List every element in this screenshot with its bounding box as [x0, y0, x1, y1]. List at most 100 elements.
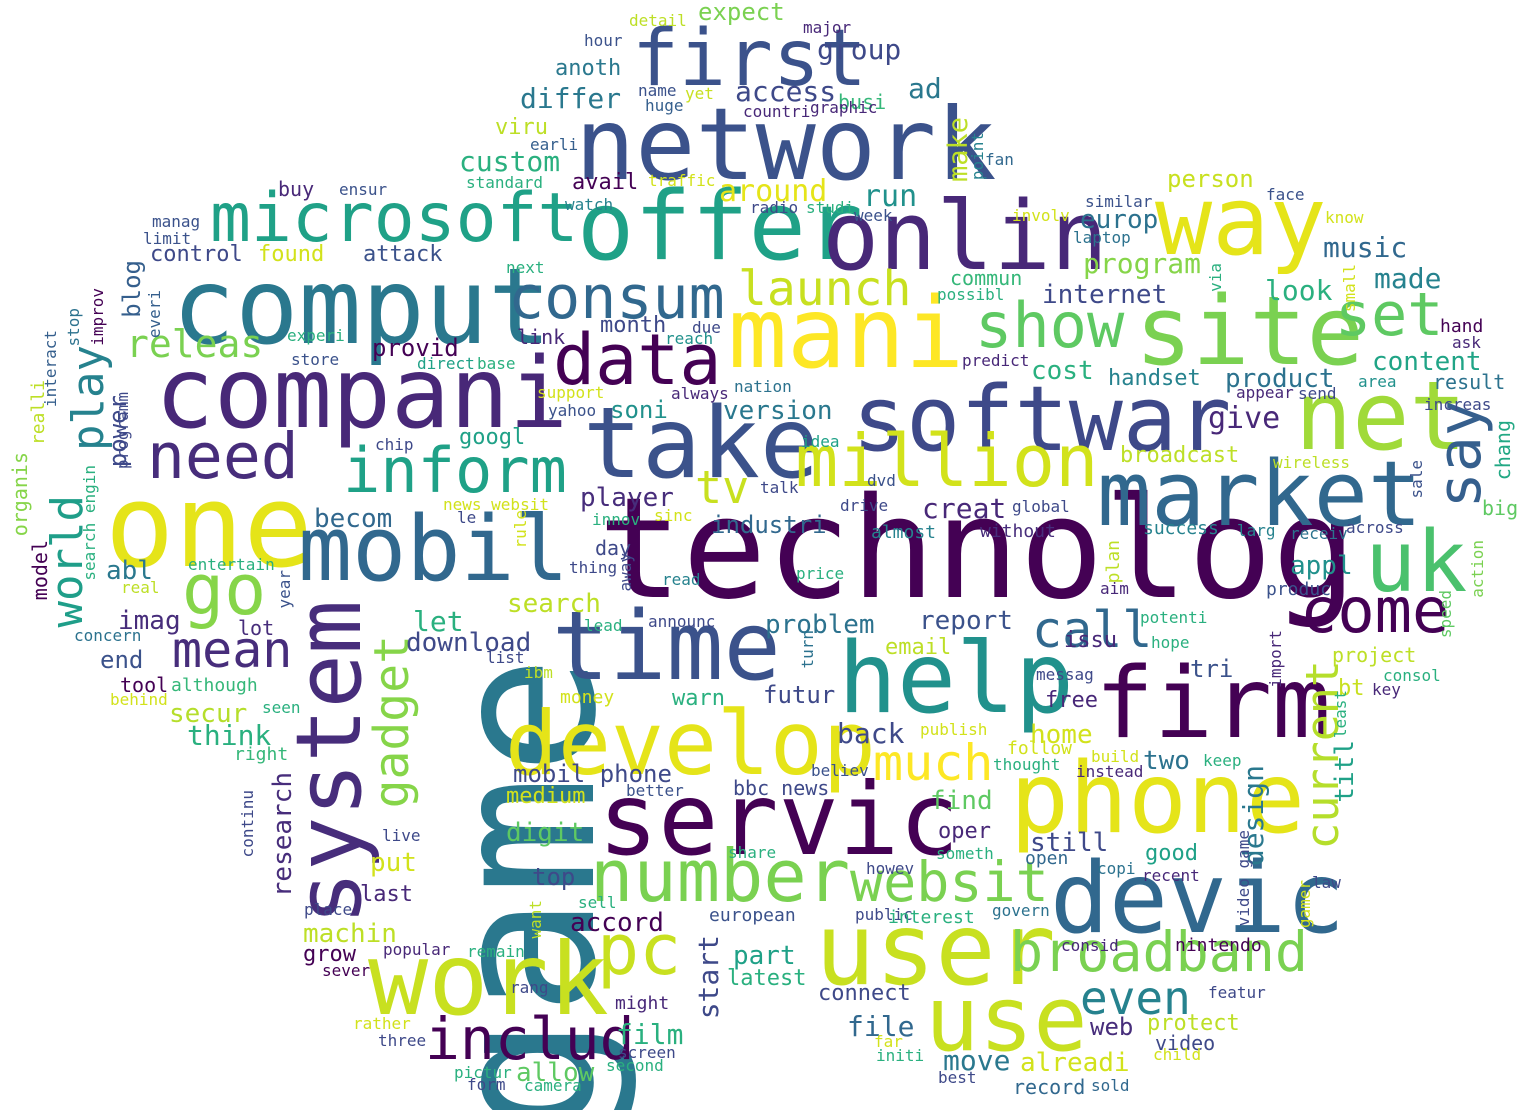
cloud-word: content: [1372, 347, 1482, 377]
cloud-word: big: [1482, 496, 1519, 520]
cloud-word: web: [1090, 1013, 1134, 1041]
cloud-word: internet: [1042, 280, 1168, 310]
cloud-word: download: [406, 628, 532, 658]
cloud-word: concern: [74, 626, 142, 645]
cloud-word: predict: [962, 351, 1030, 370]
cloud-word: report: [919, 606, 1013, 636]
cloud-word: gadget: [364, 635, 420, 809]
cloud-word: pictur: [454, 1063, 512, 1082]
cloud-word: thing: [569, 558, 618, 577]
cloud-word: manag: [152, 212, 201, 231]
cloud-word: send: [1298, 384, 1337, 403]
cloud-word: market: [1097, 442, 1423, 547]
cloud-word: problem: [765, 610, 875, 640]
cloud-word: let: [413, 605, 464, 638]
cloud-word: search: [507, 589, 601, 619]
cloud-word: uk: [1365, 513, 1468, 612]
cloud-word: soni: [610, 396, 668, 424]
cloud-word: stop: [64, 308, 83, 347]
cloud-word: latest: [727, 966, 807, 991]
cloud-word: access: [735, 75, 837, 108]
cloud-word: machin: [303, 919, 397, 949]
cloud-word: believ: [811, 761, 869, 780]
cloud-word: technolog: [598, 468, 1357, 631]
cloud-word: bt: [1338, 676, 1365, 701]
cloud-word: websit: [850, 850, 1049, 914]
cloud-word: seen: [262, 698, 301, 717]
cloud-word: custom: [459, 145, 561, 178]
cloud-word: net: [1295, 362, 1467, 472]
cloud-word: larg: [1237, 521, 1276, 540]
cloud-word: project: [1332, 643, 1417, 667]
cloud-word: network: [575, 86, 997, 203]
cloud-word: video: [1155, 1031, 1216, 1055]
cloud-word: email: [885, 635, 952, 660]
cloud-word: say: [1425, 400, 1495, 509]
cloud-word: good: [1145, 841, 1198, 866]
cloud-word: nintendo: [1175, 935, 1262, 956]
cloud-word: messag: [1036, 665, 1094, 684]
cloud-word: work: [368, 921, 609, 1038]
cloud-word: keep: [1203, 751, 1242, 770]
cloud-word: appl: [1290, 551, 1353, 581]
cloud-word: sever: [322, 961, 371, 980]
cloud-word: handset: [1108, 366, 1201, 391]
cloud-word: link: [517, 325, 566, 349]
cloud-word: money: [560, 687, 615, 708]
cloud-word: secur: [169, 699, 248, 729]
cloud-word: remain: [467, 942, 525, 961]
cloud-word: featur: [1208, 983, 1266, 1002]
cloud-word: consum: [508, 263, 725, 333]
cloud-word: two: [1143, 746, 1190, 776]
cloud-word: group: [817, 33, 902, 66]
cloud-word: european: [709, 905, 796, 926]
cloud-word: thought: [993, 755, 1061, 774]
cloud-word: buy: [278, 177, 315, 201]
cloud-word: made: [1374, 262, 1442, 295]
cloud-word: read: [662, 570, 701, 589]
cloud-word: laptop: [1073, 228, 1131, 247]
cloud-word: tri: [1190, 655, 1234, 683]
cloud-word: le: [457, 508, 477, 527]
cloud-word: inform: [343, 434, 567, 507]
cloud-word: avail: [572, 170, 639, 195]
cloud-word: microsoft: [210, 179, 579, 258]
cloud-word: imag: [118, 606, 181, 636]
cloud-word: ensur: [339, 180, 388, 199]
cloud-word: data: [553, 319, 722, 401]
cloud-word: huge: [645, 96, 684, 115]
cloud-word: support: [537, 383, 605, 402]
cloud-word: better: [626, 781, 684, 800]
cloud-word: open: [1025, 848, 1069, 869]
cloud-word: cost: [1031, 356, 1094, 386]
cloud-word: grow: [303, 942, 356, 967]
cloud-word: titl: [1330, 740, 1360, 803]
cloud-word: last: [360, 882, 413, 907]
cloud-word: firm: [1095, 647, 1332, 761]
cloud-word: wireless: [1273, 453, 1351, 472]
cloud-word: sold: [1091, 1076, 1130, 1095]
cloud-word: develop: [505, 692, 876, 795]
cloud-word: record: [1013, 1075, 1086, 1099]
cloud-word: law: [1312, 873, 1341, 892]
cloud-word: involv: [1012, 206, 1070, 225]
cloud-word: graphic: [810, 98, 878, 117]
cloud-word: speed: [1436, 590, 1455, 639]
cloud-word: three: [378, 1031, 427, 1050]
cloud-word: dvd: [867, 471, 896, 490]
cloud-word: hour: [584, 31, 623, 50]
cloud-word: ibm: [524, 663, 553, 682]
cloud-word: bbc news: [733, 776, 830, 800]
cloud-word: list: [486, 648, 525, 667]
cloud-word: yahoo: [548, 401, 597, 420]
cloud-word: increas: [1424, 395, 1492, 414]
cloud-word: user: [815, 891, 1056, 1008]
cloud-word: around: [719, 174, 828, 209]
cloud-word: across: [1346, 518, 1404, 537]
cloud-word: child: [1153, 1045, 1202, 1064]
cloud-word: mani: [728, 277, 965, 391]
cloud-word: gamer: [1295, 880, 1314, 929]
cloud-word: earli: [530, 135, 579, 154]
cloud-word: rule: [511, 510, 530, 549]
